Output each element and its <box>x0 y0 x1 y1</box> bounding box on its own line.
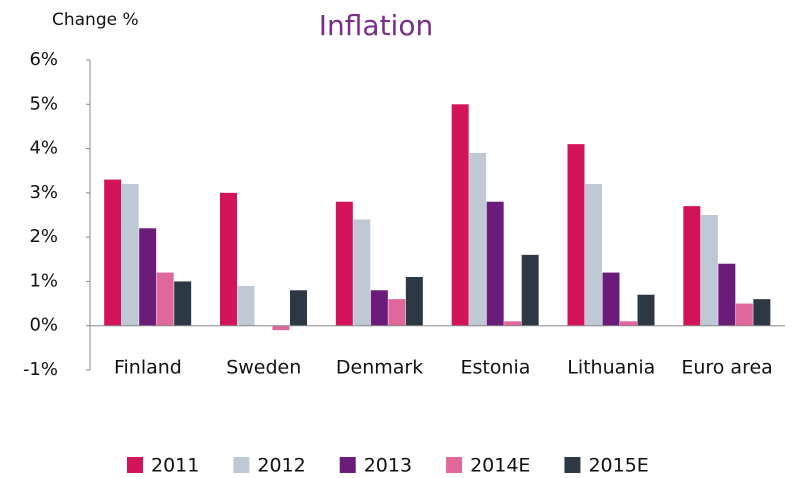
legend-label: 2014E <box>470 455 530 477</box>
legend-swatch <box>339 457 356 473</box>
bar <box>139 228 157 326</box>
x-tick-label: Euro area <box>681 357 772 379</box>
bar <box>718 263 736 326</box>
legend-swatch <box>127 457 143 473</box>
bar <box>388 299 406 326</box>
bar <box>753 299 771 326</box>
x-tick-label: Sweden <box>226 357 301 379</box>
bar <box>735 303 753 326</box>
bar <box>504 321 522 326</box>
bar <box>469 153 487 326</box>
bar <box>335 201 353 326</box>
x-tick-label: Finland <box>114 357 182 379</box>
bar <box>237 285 255 326</box>
bar <box>700 215 718 326</box>
bar <box>620 321 637 326</box>
bar <box>405 277 423 326</box>
y-tick-label: 0% <box>29 315 58 336</box>
bar <box>585 184 602 326</box>
bar <box>451 104 469 326</box>
bar <box>290 290 307 326</box>
bar <box>174 281 192 326</box>
y-tick-label: 3% <box>29 182 58 203</box>
x-tick-label: Lithuania <box>567 357 655 379</box>
legend-label: 2011 <box>151 455 199 477</box>
legend-swatch <box>564 457 581 473</box>
bar <box>220 192 237 326</box>
y-tick-label: 6% <box>29 49 58 70</box>
bar <box>637 294 655 326</box>
legend-swatch <box>233 457 250 473</box>
bar <box>486 201 504 326</box>
bar <box>370 290 388 326</box>
bar <box>272 325 290 331</box>
y-tick-label: 5% <box>29 93 58 114</box>
legend-label: 2013 <box>364 455 412 477</box>
legend-swatch <box>446 457 463 473</box>
y-tick-label: -1% <box>23 359 58 380</box>
bar <box>567 144 585 326</box>
bar <box>683 206 701 326</box>
y-tick-label: 1% <box>29 270 58 291</box>
legend-label: 2015E <box>588 455 648 477</box>
y-tick-label: 4% <box>29 138 58 159</box>
x-tick-label: Estonia <box>460 357 530 379</box>
y-axis-label: Change % <box>52 10 139 30</box>
bar <box>156 272 174 326</box>
y-tick-label: 2% <box>29 226 58 247</box>
bar <box>602 272 620 326</box>
bar <box>521 254 539 326</box>
chart-title: Inflation <box>319 9 433 42</box>
bar <box>121 184 139 326</box>
x-tick-label: Denmark <box>336 357 423 379</box>
bar <box>104 179 122 326</box>
bar <box>353 219 371 326</box>
legend-label: 2012 <box>257 455 305 477</box>
